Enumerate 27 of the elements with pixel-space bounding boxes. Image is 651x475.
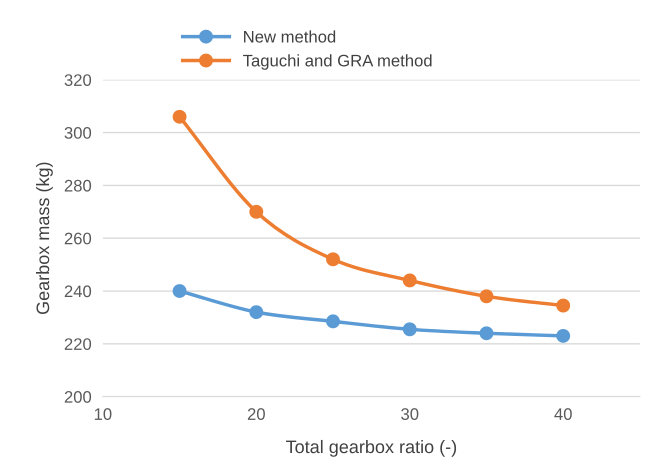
legend-label: New method <box>244 30 336 43</box>
point <box>480 289 494 304</box>
point <box>249 305 264 320</box>
point <box>480 326 494 340</box>
x-tick-label: 20 <box>248 408 265 420</box>
y-tick-label: 240 <box>64 285 92 298</box>
point <box>249 204 264 219</box>
y-tick-label: 200 <box>64 391 92 403</box>
y-tick-label: 260 <box>64 232 92 244</box>
x-tick-label: 30 <box>401 408 418 420</box>
x-tick-label: 10 <box>94 408 112 420</box>
point <box>402 274 417 288</box>
point <box>556 298 570 312</box>
point <box>402 322 417 336</box>
y-tick-label: 220 <box>64 338 92 350</box>
legend-label: Taguchi and GRA method <box>243 54 432 70</box>
point <box>326 252 340 266</box>
point <box>326 314 340 328</box>
point <box>172 284 187 298</box>
y-tick-label: 280 <box>64 180 92 192</box>
x-tick-label: 40 <box>554 408 572 420</box>
y-tick-label: 320 <box>64 74 92 86</box>
point <box>172 110 187 124</box>
y-tick-label: 300 <box>64 127 92 139</box>
y-axis-title: Gearbox mass (kg) <box>36 162 53 314</box>
x-axis-title: Total gearbox ratio (-) <box>286 440 456 457</box>
point <box>556 328 570 343</box>
